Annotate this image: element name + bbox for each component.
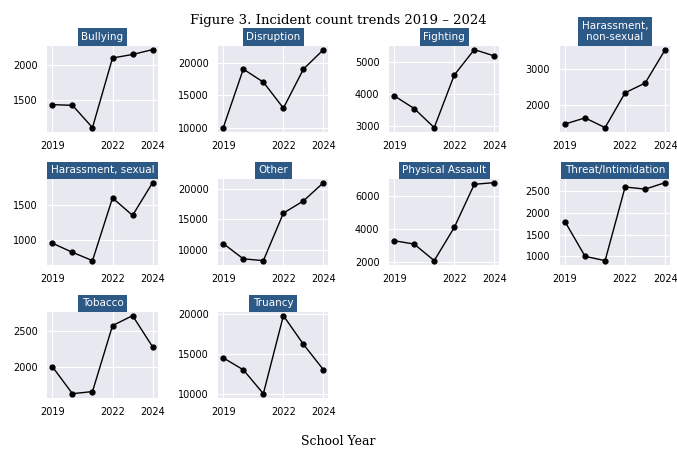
Title: Physical Assault: Physical Assault [402, 165, 486, 175]
Title: Bullying: Bullying [81, 32, 124, 42]
Title: Truancy: Truancy [253, 298, 294, 308]
Text: Figure 3. Incident count trends 2019 – 2024: Figure 3. Incident count trends 2019 – 2… [190, 14, 487, 27]
Title: Tobacco: Tobacco [82, 298, 123, 308]
Title: Disruption: Disruption [246, 32, 301, 42]
Title: Harassment,
non-sexual: Harassment, non-sexual [582, 21, 649, 42]
Title: Threat/Intimidation: Threat/Intimidation [565, 165, 665, 175]
Text: School Year: School Year [301, 435, 376, 448]
Title: Fighting: Fighting [423, 32, 465, 42]
Title: Other: Other [259, 165, 288, 175]
Title: Harassment, sexual: Harassment, sexual [51, 165, 154, 175]
